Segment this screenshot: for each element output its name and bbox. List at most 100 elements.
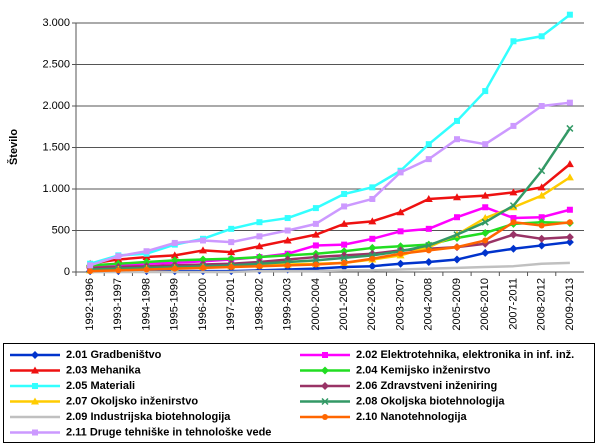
y-tick-label: 2.000 (42, 100, 70, 112)
legend-marker (321, 382, 329, 390)
legend-marker (321, 397, 329, 406)
data-point (256, 263, 263, 270)
x-tick-label: 2002-2006 (366, 278, 378, 331)
data-point (453, 193, 461, 201)
data-point (510, 215, 517, 222)
data-point (397, 228, 404, 235)
data-point (368, 243, 377, 252)
x-tick-label: 2003-2007 (394, 278, 406, 331)
x-tick-label: 2007-2011 (507, 278, 519, 330)
data-point (566, 219, 573, 226)
data-point (566, 206, 573, 213)
series-line (90, 220, 571, 273)
data-point (453, 231, 461, 239)
data-point (510, 38, 517, 45)
legend-marker (322, 414, 328, 420)
data-point (425, 247, 432, 254)
data-point (341, 259, 348, 266)
data-point (171, 239, 178, 246)
data-point (369, 235, 376, 242)
data-point (509, 202, 517, 210)
data-point (538, 103, 545, 109)
x-tick-label: 2008-2012 (536, 278, 548, 331)
x-tick-label: 1997-2001 (225, 278, 237, 331)
data-point (87, 268, 94, 275)
series-line (90, 261, 570, 274)
x-tick-label: 2000-2004 (310, 278, 322, 331)
series-line (89, 13, 571, 265)
data-point (199, 246, 207, 254)
legend-label: 2.11 Druge tehniške in tehnološke vede (66, 426, 271, 438)
series-line (90, 127, 571, 271)
data-point (115, 267, 122, 274)
data-point (509, 230, 518, 239)
legend-marker (321, 366, 329, 375)
data-point (566, 99, 573, 106)
data-point (143, 266, 150, 273)
legend-marker (322, 352, 328, 358)
y-axis-label: Število (7, 129, 20, 165)
data-point (369, 184, 376, 191)
data-point (396, 208, 405, 216)
data-point (255, 253, 264, 262)
x-tick-label: 1996-2000 (197, 278, 209, 331)
data-point (87, 262, 94, 269)
data-point (228, 225, 235, 232)
data-point (341, 190, 348, 197)
legend-label: 2.07 Okoljsko inženirstvo (66, 395, 198, 407)
data-point (284, 227, 291, 234)
data-point (256, 233, 263, 240)
data-point (227, 254, 236, 263)
data-point (369, 255, 376, 262)
data-point (341, 241, 348, 248)
data-point (171, 265, 178, 272)
legend-label: 2.04 Kemijsko inženirstvo (356, 364, 491, 376)
legend-label: 2.02 Elektrotehnika, elektronika in inf.… (356, 349, 574, 361)
data-point (397, 169, 404, 176)
legend-label: 2.08 Okoljska biotehnologija (356, 395, 505, 407)
series-line (90, 220, 570, 267)
data-point (369, 195, 376, 202)
data-point (170, 256, 179, 265)
x-tick-label: 1998-2002 (253, 278, 265, 331)
data-point (454, 214, 460, 221)
series-line (89, 101, 571, 267)
x-tick-label: 1993-1997 (112, 278, 124, 331)
legend-marker (32, 429, 38, 436)
data-point (510, 219, 517, 226)
data-point (115, 253, 122, 260)
data-point (538, 214, 545, 221)
legend-marker (31, 366, 39, 374)
data-point (200, 264, 206, 271)
y-tick-label: 500 (52, 224, 70, 236)
legend-label: 2.06 Zdravstveni inženiring (356, 380, 497, 392)
data-point (397, 250, 404, 257)
data-point (283, 251, 292, 260)
data-point (424, 258, 433, 267)
legend-marker (31, 351, 39, 359)
data-point (481, 218, 489, 226)
data-point (454, 136, 460, 143)
data-point (454, 117, 460, 124)
data-point (537, 234, 546, 243)
data-point (340, 254, 348, 262)
data-point (565, 238, 574, 247)
legend-label: 2.01 Gradbeništvo (66, 349, 162, 361)
data-point (368, 217, 377, 225)
data-point (453, 255, 461, 264)
x-tick-label: 2001-2005 (338, 278, 350, 331)
data-point (425, 141, 432, 148)
series-line (90, 233, 570, 270)
data-point (566, 11, 573, 18)
x-tick-label: 1992-1996 (84, 278, 96, 331)
y-tick-label: 0 (64, 266, 70, 278)
data-point (509, 188, 518, 196)
legend-label: 2.05 Materiali (66, 380, 135, 392)
data-point (340, 247, 349, 256)
data-point (256, 219, 263, 226)
legend-label: 2.10 Nanotehnologija (356, 411, 468, 423)
data-point (482, 141, 489, 148)
x-tick-label: 1995-1999 (169, 278, 181, 331)
